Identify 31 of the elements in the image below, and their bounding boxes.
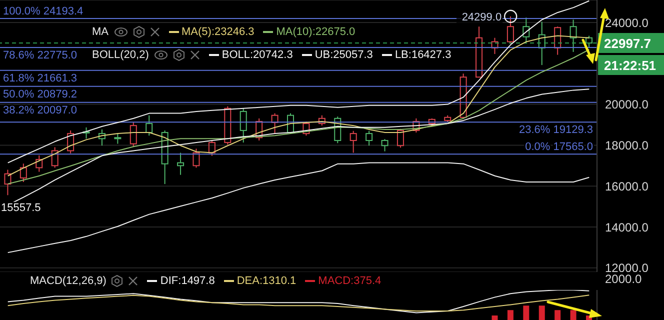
text: MACD(12,26,9) [30, 275, 106, 287]
text: 21:22:51 [604, 58, 656, 73]
ref-line-label: 38.2% 20097.0 [3, 104, 78, 116]
ref-line-label: 0.0% 17565.0 [525, 141, 593, 154]
ref-line-label: 61.8% 21661.3 [3, 72, 78, 84]
legend-label: DEA:1310.1 [236, 275, 296, 287]
candlestick [177, 152, 184, 176]
ref-line-label: 22997.7 [604, 36, 651, 51]
y-tick-label: 18000.0 [605, 138, 649, 152]
legend-label: MACD:375.4 [318, 275, 382, 287]
legend-label: LB:16427.3 [394, 49, 452, 61]
y-tick-label: 24000.0 [605, 16, 649, 30]
candlestick [538, 21, 546, 66]
candlestick [570, 19, 577, 52]
legend-label: UB:25057.3 [314, 49, 373, 61]
ref-line-label: 78.6% 22775.0 [3, 50, 78, 62]
legend-label: MA(5):23246.3 [182, 26, 254, 38]
legend-label: BOLL:20742.3 [222, 49, 293, 61]
ref-line-label: 50.0% 20879.2 [3, 88, 78, 100]
annotation: BOLL(20,2) [92, 49, 149, 61]
legend-label: DIF:1497.8 [160, 275, 215, 287]
annotation: MA [92, 26, 108, 38]
y-tick-label: 16000.0 [605, 179, 649, 194]
ref-line-label: 100.0% 24193.4 [3, 6, 84, 18]
y-tick-label: 14000.0 [605, 220, 649, 234]
legend-label: MA(10):22675.0 [276, 26, 356, 38]
y-tick-label: 20000.0 [605, 98, 649, 112]
candlestick [4, 169, 12, 196]
annotation: 24299.0 [462, 11, 502, 24]
ref-line-label: 23.6% 19129.3 [518, 124, 593, 136]
annotation: 15557.5 [1, 202, 41, 214]
